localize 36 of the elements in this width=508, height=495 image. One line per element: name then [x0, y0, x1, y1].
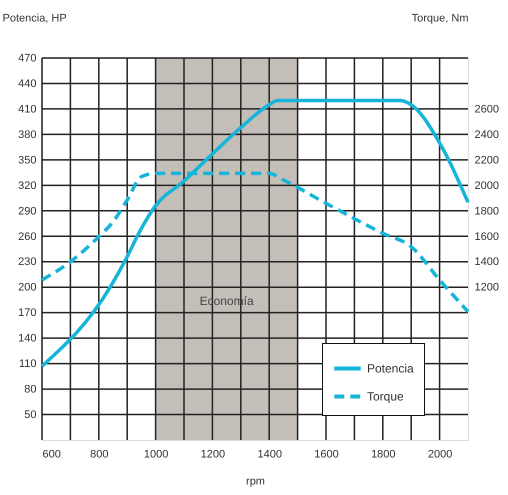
y-tick-label: 50 [24, 409, 36, 422]
y2-tick-label: 1800 [474, 205, 499, 218]
y2-tick-label: 2000 [474, 180, 499, 192]
y-tick-label: 200 [18, 282, 36, 294]
y2-tick-label: 2200 [474, 154, 499, 166]
y-tick-label: 290 [18, 205, 36, 218]
y-tick-label: 140 [18, 332, 36, 345]
y2-tick-label: 2600 [474, 103, 499, 116]
y2-tick-label: 2400 [474, 128, 499, 141]
y-axis-title: Potencia, HP [2, 12, 67, 24]
y-tick-label: 470 [18, 52, 36, 64]
y2-tick-label: 1600 [474, 230, 499, 243]
y-tick-label: 410 [18, 103, 36, 116]
y-tick-label: 110 [18, 358, 36, 370]
x-tick-label: 800 [90, 448, 108, 460]
x-tick-label: 1800 [371, 448, 396, 460]
x-tick-label: 1200 [200, 448, 226, 460]
y-tick-label: 380 [18, 128, 36, 141]
x-tick-label: 1400 [257, 448, 282, 460]
y-tick-label: 260 [18, 230, 36, 243]
legend-label: Torque [367, 390, 404, 404]
x-tick-label: 600 [42, 448, 61, 460]
y-tick-label: 320 [18, 180, 36, 192]
y2-tick-label: 1200 [474, 282, 499, 294]
y2-tick-label: 1400 [474, 256, 499, 268]
y-tick-label: 230 [18, 256, 36, 268]
x-tick-label: 1600 [314, 448, 339, 460]
x-tick-label: 2000 [428, 448, 452, 460]
legend-label: Potencia [367, 362, 414, 376]
y2-axis-title: Torque, Nm [412, 12, 468, 24]
y-tick-label: 350 [18, 154, 36, 166]
y-tick-label: 170 [18, 307, 36, 320]
x-tick-label: 1000 [144, 448, 168, 460]
y-tick-label: 80 [24, 384, 36, 396]
y-tick-label: 440 [18, 78, 36, 90]
x-axis-title: rpm [246, 476, 265, 488]
